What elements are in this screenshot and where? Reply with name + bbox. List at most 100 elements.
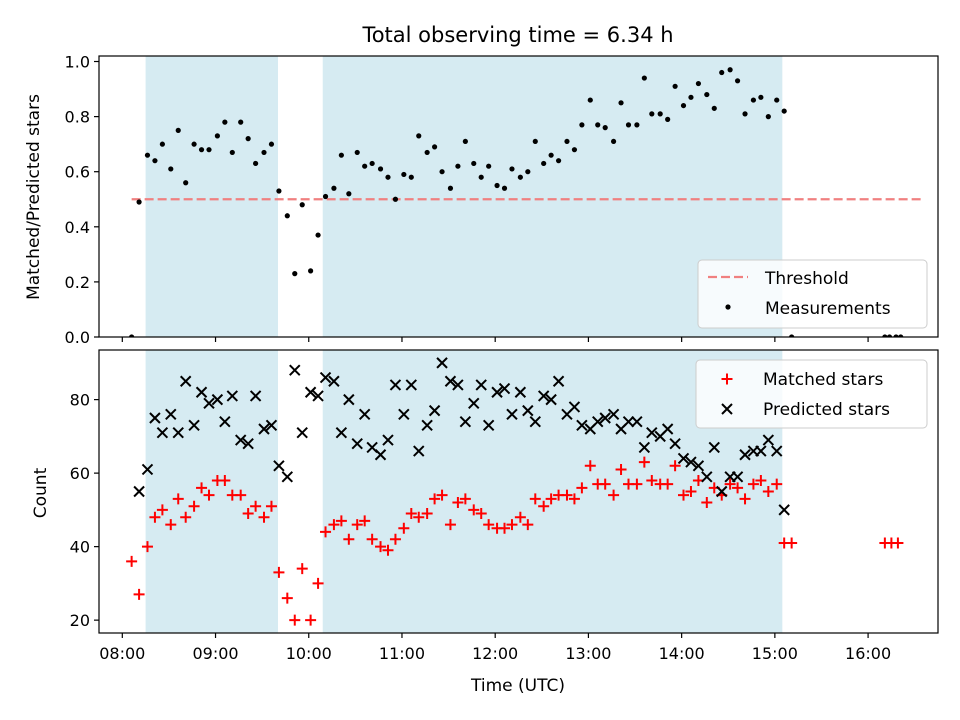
- chart-title: Total observing time = 6.34 h: [361, 23, 673, 47]
- matched-star-marker: [281, 592, 293, 604]
- matched-star-marker: [126, 555, 138, 567]
- y-tick-label: 80: [70, 391, 90, 410]
- predicted-star-marker: [708, 441, 720, 454]
- matched-star-marker: [382, 544, 394, 556]
- predicted-star-marker: [491, 386, 503, 398]
- matched-star-marker: [638, 456, 650, 468]
- matched-star-marker: [459, 493, 471, 505]
- matched-star-marker: [188, 500, 200, 512]
- predicted-star-marker: [242, 438, 254, 450]
- predicted-star-marker: [382, 434, 394, 446]
- predicted-star-marker: [475, 379, 487, 391]
- measurement-point: [439, 169, 445, 175]
- predicted-star-marker: [328, 375, 340, 387]
- predicted-star-marker: [234, 434, 247, 446]
- matched-star-marker: [732, 482, 744, 494]
- measurement-point: [432, 144, 438, 150]
- legend-threshold-label: Threshold: [764, 269, 849, 289]
- measurement-point: [191, 141, 197, 147]
- matched-star-marker: [786, 537, 798, 549]
- matched-star-marker: [747, 478, 759, 490]
- measurement-point: [276, 188, 282, 194]
- matched-star-marker: [421, 508, 433, 520]
- matched-star-marker: [646, 474, 658, 486]
- measurement-point: [541, 160, 547, 167]
- matched-star-marker: [678, 489, 690, 501]
- measurement-point: [222, 119, 228, 125]
- predicted-star-marker: [436, 357, 448, 369]
- count-panel: 08:00 09:00 10:00 11:00 12:00 13:00 14:00 15:00…: [70, 349, 939, 663]
- predicted-star-marker: [669, 438, 681, 450]
- predicted-star-marker: [568, 401, 581, 413]
- predicted-star-marker: [273, 460, 285, 472]
- legend-predicted-label: Predicted stars: [763, 400, 890, 420]
- matched-star-marker: [203, 489, 215, 501]
- measurement-point: [245, 136, 251, 142]
- matched-star-marker: [156, 504, 168, 516]
- predicted-star-marker: [622, 415, 635, 428]
- measurement-point: [893, 334, 899, 337]
- measurement-point: [238, 119, 244, 125]
- measurement-point: [711, 105, 717, 111]
- bottom-y-axis-label: Count: [31, 467, 51, 518]
- predicted-star-marker: [731, 471, 744, 483]
- predicted-star-marker: [195, 386, 208, 398]
- measurement-point: [750, 97, 757, 103]
- predicted-star-marker: [398, 408, 410, 421]
- measurement-point: [214, 133, 220, 139]
- measurement-point: [168, 166, 174, 172]
- matched-star-marker: [608, 489, 620, 501]
- measurement-point: [501, 185, 508, 191]
- y-tick-label: 1.0: [65, 53, 90, 72]
- measurement-point: [672, 83, 678, 89]
- predicted-star-marker: [219, 415, 231, 428]
- measurement-point: [789, 334, 795, 337]
- predicted-star-marker: [506, 408, 518, 421]
- matched-star-marker: [250, 500, 262, 512]
- matched-star-marker: [468, 504, 480, 516]
- matched-star-marker: [561, 489, 573, 501]
- measurement-point: [346, 191, 352, 197]
- matched-star-marker: [739, 493, 751, 505]
- measurement-point: [392, 196, 399, 202]
- predicted-star-marker: [421, 419, 433, 432]
- predicted-star-marker: [452, 379, 464, 391]
- matched-star-marker: [343, 533, 355, 545]
- measurement-point: [548, 152, 554, 158]
- measurement-point: [408, 174, 414, 180]
- predicted-star-marker: [351, 438, 363, 450]
- predicted-star-marker: [203, 397, 215, 409]
- predicted-star-marker: [498, 382, 511, 395]
- predicted-star-marker: [428, 404, 441, 417]
- matched-star-marker: [258, 511, 270, 523]
- matched-star-marker: [429, 493, 441, 505]
- predicted-star-marker: [701, 471, 713, 483]
- measurement-point: [331, 185, 337, 191]
- measurement-point: [719, 69, 725, 76]
- measurement-point: [657, 111, 663, 117]
- measurement-point: [478, 174, 484, 180]
- measurement-point: [144, 152, 151, 158]
- predicted-star-marker: [592, 415, 604, 428]
- predicted-star-marker: [716, 485, 728, 498]
- measurement-point: [618, 100, 624, 106]
- predicted-star-marker: [265, 419, 278, 432]
- measurement-point: [308, 268, 314, 274]
- predicted-star-marker: [226, 390, 239, 402]
- measurement-point: [625, 122, 632, 128]
- measurement-point: [299, 202, 305, 208]
- measurement-point: [571, 147, 578, 153]
- y-tick-label: 0.0: [65, 328, 90, 347]
- x-tick-label: 15:00: [752, 644, 798, 663]
- observing-window-band: [145, 56, 278, 337]
- predicted-star-marker: [661, 423, 674, 435]
- x-tick-label: 11:00: [379, 644, 425, 663]
- measurement-point: [494, 182, 500, 189]
- matched-star-marker: [514, 511, 526, 523]
- matched-star-marker: [662, 478, 674, 490]
- matched-star-marker: [669, 460, 681, 472]
- matched-star-marker: [141, 541, 153, 553]
- measurement-point: [680, 102, 687, 109]
- matched-star-marker: [235, 489, 247, 501]
- matched-star-marker: [335, 515, 347, 527]
